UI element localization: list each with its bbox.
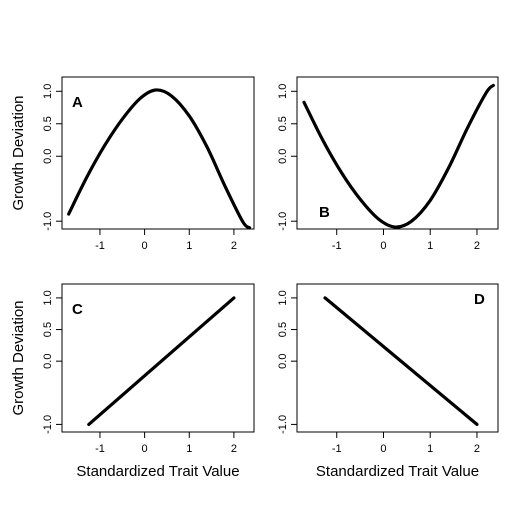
x-tick-label: 2: [474, 240, 480, 252]
x-tick-label: -1: [332, 443, 342, 455]
y-tick-label: 1.0: [277, 290, 289, 305]
x-tick-label: -1: [95, 240, 105, 252]
panel-a: -1 0 1 2 -1.0 0.0 0.5 1.0 A Growth Deviation: [10, 76, 255, 252]
panel-label: A: [72, 94, 83, 111]
x-tick-label: 1: [186, 240, 192, 252]
y-tick-label: -1.0: [277, 212, 289, 231]
y-tick-label: 0.0: [277, 354, 289, 369]
panel-label: B: [319, 204, 330, 221]
x-axis-title: Standardized Trait Value: [316, 463, 479, 480]
plot-frame: [296, 76, 499, 230]
series-line: [87, 296, 236, 427]
x-tick-label: 0: [380, 240, 386, 252]
x-tick-label: 1: [427, 443, 433, 455]
y-tick-label: 0.0: [42, 354, 54, 369]
x-axis-title: Standardized Trait Value: [76, 463, 239, 480]
x-tick-label: -1: [332, 240, 342, 252]
panel-d: -1 0 1 2 -1.0 0.0 0.5 1.0 D Standardized Trait Va…: [277, 283, 499, 480]
x-tick-label: 1: [427, 240, 433, 252]
y-tick-label: -1.0: [42, 415, 54, 434]
x-tick-label: 0: [380, 443, 386, 455]
panel-label: D: [474, 291, 485, 308]
plot-frame: [61, 283, 255, 433]
y-tick-label: 1.0: [42, 84, 54, 99]
y-tick-label: 0.5: [277, 116, 289, 131]
y-axis-title: Growth Deviation: [10, 95, 27, 210]
y-tick-label: 0.5: [42, 322, 54, 337]
x-tick-label: 0: [142, 443, 148, 455]
panel-b: -1 0 1 2 -1.0 0.0 0.5 1.0 B: [277, 76, 499, 252]
y-tick-label: 1.0: [42, 290, 54, 305]
x-tick-label: 1: [186, 443, 192, 455]
panel-label: C: [72, 301, 83, 318]
series-line: [323, 296, 479, 427]
x-tick-label: 2: [231, 443, 237, 455]
x-tick-label: 2: [231, 240, 237, 252]
x-tick-label: 0: [142, 240, 148, 252]
y-tick-label: 0.5: [277, 322, 289, 337]
x-tick-label: -1: [95, 443, 105, 455]
x-tick-label: 2: [474, 443, 480, 455]
series-line: [67, 88, 252, 230]
plot-frame: [61, 76, 255, 230]
y-tick-label: 0.0: [277, 149, 289, 164]
y-tick-label: 0.0: [42, 149, 54, 164]
y-tick-label: 0.5: [42, 116, 54, 131]
y-tick-label: -1.0: [277, 415, 289, 434]
series-line: [302, 83, 495, 229]
y-axis-title: Growth Deviation: [10, 300, 27, 415]
y-tick-label: 1.0: [277, 84, 289, 99]
panel-c: -1 0 1 2 -1.0 0.0 0.5 1.0 C Growth Deviation Stand…: [10, 283, 255, 480]
plot-frame: [296, 283, 499, 433]
y-tick-label: -1.0: [42, 212, 54, 231]
